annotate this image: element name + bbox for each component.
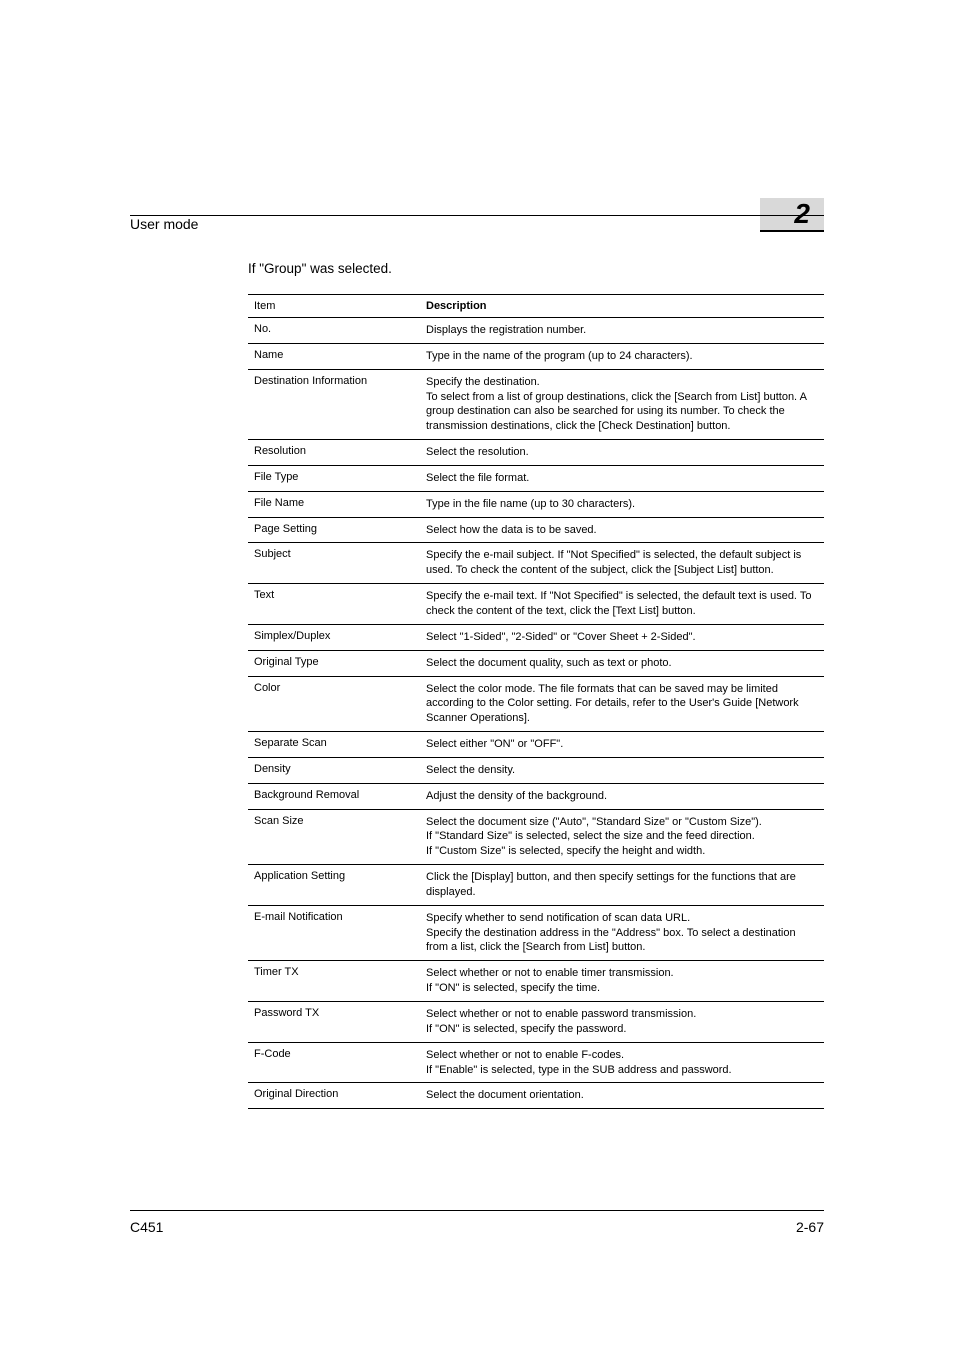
row-item: Resolution	[248, 440, 420, 466]
row-item: Subject	[248, 543, 420, 584]
table-row: Timer TXSelect whether or not to enable …	[248, 961, 824, 1002]
row-item: File Name	[248, 491, 420, 517]
table-row: No.Displays the registration number.	[248, 318, 824, 344]
row-description: Select the document orientation.	[420, 1083, 824, 1109]
table-row: Application SettingClick the [Display] b…	[248, 865, 824, 906]
table-row: Separate ScanSelect either "ON" or "OFF"…	[248, 732, 824, 758]
table-row: Simplex/DuplexSelect "1-Sided", "2-Sided…	[248, 624, 824, 650]
footer-page: 2-67	[796, 1219, 824, 1235]
header-item: Item	[248, 295, 420, 318]
row-description: Select "1-Sided", "2-Sided" or "Cover Sh…	[420, 624, 824, 650]
row-description: Select either "ON" or "OFF".	[420, 732, 824, 758]
row-item: Original Direction	[248, 1083, 420, 1109]
row-description: Displays the registration number.	[420, 318, 824, 344]
row-description: Specify the destination.To select from a…	[420, 369, 824, 439]
table-row: Original DirectionSelect the document or…	[248, 1083, 824, 1109]
row-description: Select whether or not to enable F-codes.…	[420, 1042, 824, 1083]
table-row: File NameType in the file name (up to 30…	[248, 491, 824, 517]
row-item: Original Type	[248, 650, 420, 676]
table-row: DensitySelect the density.	[248, 757, 824, 783]
footer-model: C451	[130, 1219, 163, 1235]
row-item: Timer TX	[248, 961, 420, 1002]
row-item: Password TX	[248, 1002, 420, 1043]
row-description: Select the document quality, such as tex…	[420, 650, 824, 676]
table-row: Password TXSelect whether or not to enab…	[248, 1002, 824, 1043]
row-item: Scan Size	[248, 809, 420, 865]
row-description: Specify the e-mail subject. If "Not Spec…	[420, 543, 824, 584]
row-item: File Type	[248, 465, 420, 491]
row-item: Separate Scan	[248, 732, 420, 758]
row-description: Select the density.	[420, 757, 824, 783]
header-rule	[130, 215, 824, 216]
section-title: User mode	[130, 216, 198, 232]
row-item: Color	[248, 676, 420, 732]
row-item: E-mail Notification	[248, 905, 420, 961]
row-description: Click the [Display] button, and then spe…	[420, 865, 824, 906]
table-row: TextSpecify the e-mail text. If "Not Spe…	[248, 584, 824, 625]
row-description: Select how the data is to be saved.	[420, 517, 824, 543]
table-row: SubjectSpecify the e-mail subject. If "N…	[248, 543, 824, 584]
table-row: File TypeSelect the file format.	[248, 465, 824, 491]
table-row: NameType in the name of the program (up …	[248, 343, 824, 369]
row-description: Select the file format.	[420, 465, 824, 491]
row-item: Application Setting	[248, 865, 420, 906]
row-description: Select the color mode. The file formats …	[420, 676, 824, 732]
row-item: No.	[248, 318, 420, 344]
header-description: Description	[420, 295, 824, 318]
row-description: Specify whether to send notification of …	[420, 905, 824, 961]
table-row: Original TypeSelect the document quality…	[248, 650, 824, 676]
table-header-row: Item Description	[248, 295, 824, 318]
row-description: Select the resolution.	[420, 440, 824, 466]
row-description: Type in the name of the program (up to 2…	[420, 343, 824, 369]
row-item: Text	[248, 584, 420, 625]
row-item: Density	[248, 757, 420, 783]
row-description: Select whether or not to enable password…	[420, 1002, 824, 1043]
table-row: Scan SizeSelect the document size ("Auto…	[248, 809, 824, 865]
row-item: Destination Information	[248, 369, 420, 439]
row-description: Select the document size ("Auto", "Stand…	[420, 809, 824, 865]
table-row: E-mail NotificationSpecify whether to se…	[248, 905, 824, 961]
table-row: F-CodeSelect whether or not to enable F-…	[248, 1042, 824, 1083]
table-row: ResolutionSelect the resolution.	[248, 440, 824, 466]
row-description: Select whether or not to enable timer tr…	[420, 961, 824, 1002]
row-item: F-Code	[248, 1042, 420, 1083]
table-row: ColorSelect the color mode. The file for…	[248, 676, 824, 732]
row-item: Background Removal	[248, 783, 420, 809]
row-description: Specify the e-mail text. If "Not Specifi…	[420, 584, 824, 625]
row-description: Adjust the density of the background.	[420, 783, 824, 809]
row-item: Name	[248, 343, 420, 369]
row-description: Type in the file name (up to 30 characte…	[420, 491, 824, 517]
row-item: Simplex/Duplex	[248, 624, 420, 650]
table-row: Destination InformationSpecify the desti…	[248, 369, 824, 439]
intro-text: If "Group" was selected.	[248, 261, 392, 276]
row-item: Page Setting	[248, 517, 420, 543]
table-row: Background RemovalAdjust the density of …	[248, 783, 824, 809]
page-footer: C451 2-67	[130, 1210, 824, 1235]
table-row: Page SettingSelect how the data is to be…	[248, 517, 824, 543]
settings-table: Item Description No.Displays the registr…	[248, 294, 824, 1109]
